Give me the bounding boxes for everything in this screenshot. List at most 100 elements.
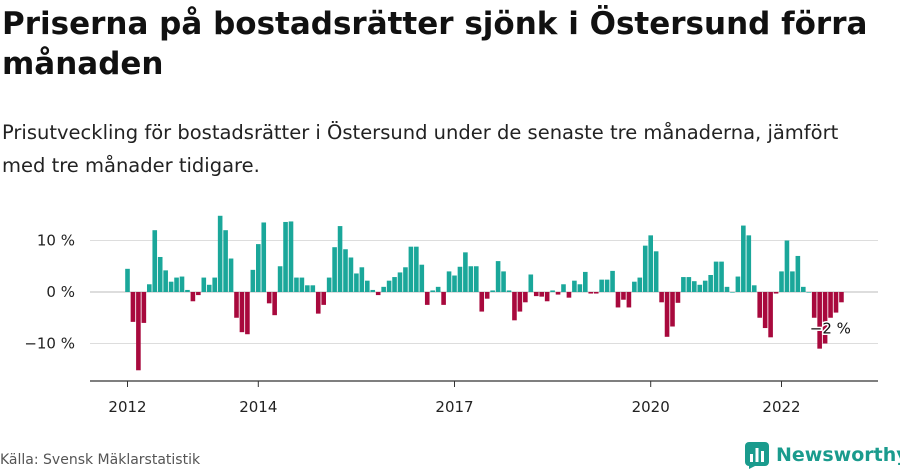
bar <box>801 286 806 292</box>
bar <box>686 277 692 292</box>
bar <box>484 292 490 299</box>
bar <box>130 292 136 322</box>
x-tick-label: 2012 <box>108 398 146 416</box>
bar <box>626 292 632 308</box>
x-tick-label: 2017 <box>435 398 473 416</box>
newsworthy-logo-icon <box>745 442 769 469</box>
bar <box>288 221 294 292</box>
bar <box>245 292 250 335</box>
bar <box>790 271 795 292</box>
bar <box>348 257 354 292</box>
bar <box>833 292 839 313</box>
x-tick-label: 2022 <box>762 398 800 416</box>
bar <box>610 270 615 292</box>
bar <box>414 246 419 292</box>
bar <box>217 215 223 292</box>
bar <box>523 292 528 303</box>
bar <box>359 267 365 292</box>
bar <box>811 292 817 318</box>
bar <box>141 292 147 323</box>
bar <box>152 230 158 292</box>
bar <box>163 270 168 292</box>
bar <box>681 277 686 292</box>
bar <box>621 292 626 300</box>
source-note: Källa: Svensk Mäklarstatistik <box>0 452 201 468</box>
bar <box>751 285 757 292</box>
bar <box>201 277 207 292</box>
bar <box>392 277 397 292</box>
bar <box>741 225 746 292</box>
tick-labels: 10 % 0 % −10 % 2012 2014 2017 2020 2022 −2 % <box>24 232 852 417</box>
bar <box>321 292 326 305</box>
bar <box>157 256 163 292</box>
bar <box>403 267 408 292</box>
bar <box>757 292 762 318</box>
bar <box>474 266 479 292</box>
bar <box>370 289 376 292</box>
bar <box>305 285 310 292</box>
bar <box>577 284 583 292</box>
bar <box>441 292 446 305</box>
bar <box>675 292 681 303</box>
bar <box>550 290 555 292</box>
axes <box>90 380 878 387</box>
bar <box>408 246 414 292</box>
bar <box>828 292 833 318</box>
bar <box>234 292 239 318</box>
bar <box>583 271 588 292</box>
y-tick-label: −10 % <box>24 335 75 353</box>
bar <box>572 280 577 292</box>
bar <box>337 226 343 292</box>
bar <box>817 292 822 349</box>
bar <box>174 277 179 292</box>
bar <box>266 292 272 304</box>
bar-chart: 10 % 0 % −10 % 2012 2014 2017 2020 2022 −2 % <box>24 215 878 417</box>
bar <box>315 292 321 314</box>
bar <box>294 277 299 292</box>
bar <box>653 251 659 292</box>
bar <box>495 261 501 292</box>
bar <box>435 286 441 292</box>
bar <box>168 281 174 292</box>
bar <box>332 247 337 292</box>
newsworthy-logo: Newsworthy <box>744 441 900 469</box>
brand-name: Newsworthy <box>776 444 900 466</box>
bar <box>664 292 670 337</box>
bar <box>615 292 621 308</box>
bar <box>446 271 452 292</box>
bar <box>632 281 637 292</box>
bar <box>196 292 201 296</box>
bar <box>343 249 348 292</box>
bar <box>822 292 828 344</box>
bars <box>125 215 844 371</box>
bar <box>419 264 425 292</box>
bar <box>506 290 512 292</box>
bar <box>697 284 703 292</box>
bar <box>604 279 610 292</box>
bar <box>724 286 730 292</box>
bar <box>735 276 741 292</box>
bar <box>599 279 604 292</box>
bar <box>185 289 190 292</box>
bar <box>702 280 708 292</box>
bar <box>424 292 430 305</box>
bar <box>206 284 212 292</box>
bar <box>256 244 261 292</box>
bar <box>719 261 724 292</box>
bar <box>375 292 381 296</box>
bar <box>528 274 534 292</box>
bar <box>490 290 495 292</box>
bar <box>588 292 594 294</box>
bar <box>283 221 288 292</box>
y-tick-label: 0 % <box>46 283 75 301</box>
bar <box>310 285 316 292</box>
bar <box>136 292 141 371</box>
chart-title: Priserna på bostadsrätter sjönk i Östers… <box>2 6 868 82</box>
bar <box>730 292 735 293</box>
bar <box>561 284 566 292</box>
bar <box>566 292 572 298</box>
bar <box>326 277 332 292</box>
bar <box>452 275 457 292</box>
bar <box>533 292 539 297</box>
bar <box>555 292 561 295</box>
